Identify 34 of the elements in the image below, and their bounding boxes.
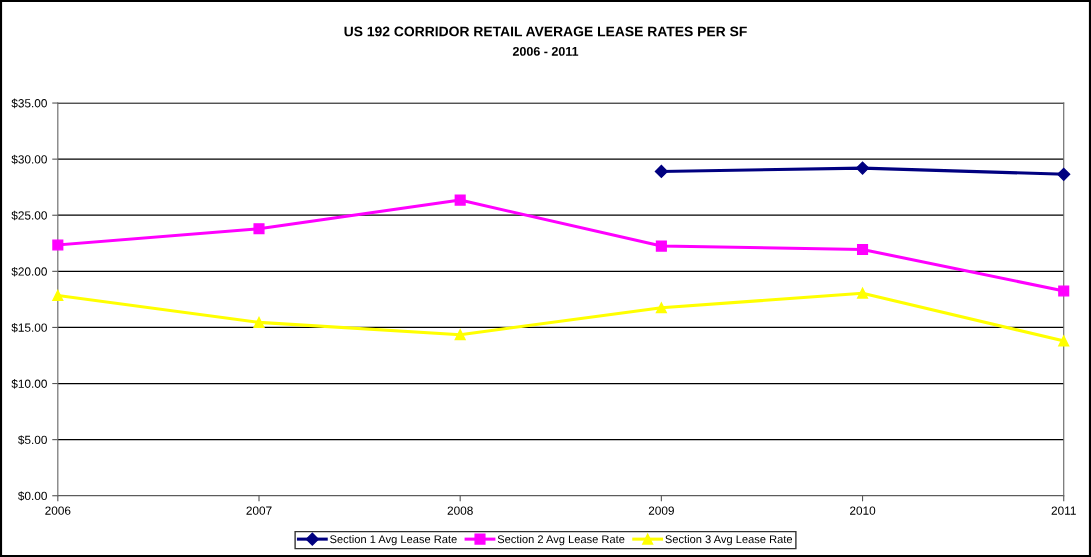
y-tick-label: $20.00 <box>11 266 47 277</box>
x-tick-label: 2008 <box>447 506 473 515</box>
point <box>1058 285 1070 297</box>
legend-label: Section 2 Avg Lease Rate <box>497 534 625 546</box>
point <box>856 287 869 299</box>
x-tick-label: 2011 <box>1051 506 1076 515</box>
y-tick-label: $10.00 <box>11 379 47 389</box>
point <box>454 329 466 341</box>
x-tick-label: 2010 <box>850 506 876 515</box>
y-tick-label: $0.00 <box>17 491 47 501</box>
x-tick-label: 2007 <box>246 506 272 515</box>
point <box>52 239 64 251</box>
point <box>655 302 667 314</box>
x-tick-label: 2006 <box>45 506 71 515</box>
point <box>52 289 64 302</box>
point <box>1058 335 1070 347</box>
y-tick-label: $30.00 <box>11 154 47 165</box>
point <box>253 316 265 328</box>
y-tick-label: $5.00 <box>17 435 47 445</box>
chart-subtitle: 2006 - 2011 <box>512 46 579 56</box>
legend-label: Section 1 Avg Lease Rate <box>330 534 457 546</box>
point <box>454 194 466 206</box>
point <box>855 161 870 175</box>
point <box>654 164 668 179</box>
y-tick-label: $15.00 <box>11 322 47 333</box>
point <box>1057 167 1071 181</box>
y-tick-label: $25.00 <box>11 210 47 221</box>
legend-label: Section 3 Avg Lease Rate <box>665 534 793 546</box>
chart-title: US 192 CORRIDOR RETAIL AVERAGE LEASE RATES PER SF <box>344 26 747 37</box>
y-tick-label: $35.00 <box>11 98 47 109</box>
point <box>856 243 869 256</box>
point <box>655 240 667 252</box>
x-tick-label: 2009 <box>648 506 674 515</box>
point <box>253 223 265 235</box>
